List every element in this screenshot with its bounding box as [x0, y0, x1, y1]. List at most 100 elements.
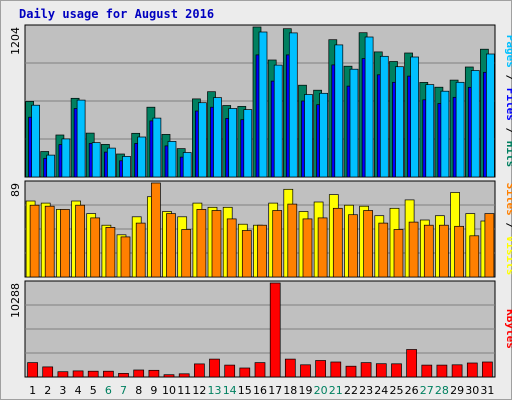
bar-kbytes-day-26: [406, 349, 417, 378]
bar-sites-day-17: [272, 210, 283, 278]
bar-kbytes-day-13: [209, 358, 220, 378]
bar-pages-day-8: [137, 136, 147, 178]
x-tick-label: 21: [329, 384, 343, 397]
panel-hits-bars: [25, 26, 495, 178]
bar-kbytes-day-17: [269, 282, 281, 378]
bar-sites-day-26: [408, 221, 419, 278]
x-tick-label: 6: [105, 384, 112, 397]
x-tick-label: 20: [314, 384, 328, 397]
x-tick-label: 17: [268, 384, 282, 397]
bar-pages-day-26: [410, 56, 419, 178]
bar-pages-day-29: [455, 81, 465, 178]
x-tick-label: 22: [344, 384, 358, 397]
bar-pages-day-4: [76, 99, 86, 178]
bar-kbytes-day-18: [284, 358, 296, 378]
x-tick-label: 11: [177, 384, 191, 397]
bar-kbytes-day-6: [103, 370, 114, 378]
x-tick-label: 16: [253, 384, 267, 397]
panel-kbytes-legend: KBytes: [504, 309, 512, 349]
x-tick-label: 30: [465, 384, 479, 397]
bar-sites-day-21: [332, 207, 343, 278]
bar-kbytes-day-3: [57, 371, 69, 378]
bar-kbytes-day-25: [391, 363, 402, 378]
panel-kbytes-ymax-label: 10288: [9, 283, 22, 318]
x-tick-label: 15: [238, 384, 252, 397]
bar-sites-day-12: [196, 209, 207, 278]
panel-hits: 1204 Pages / Files / Hits: [9, 24, 512, 178]
bar-kbytes-day-7: [118, 373, 129, 378]
x-tick-label: 4: [75, 384, 82, 397]
x-tick-label: 19: [299, 384, 313, 397]
bar-pages-day-21: [334, 44, 344, 178]
bar-kbytes-day-21: [330, 361, 342, 378]
bar-sites-day-25: [393, 229, 404, 278]
x-tick-label: 13: [208, 384, 222, 397]
bar-sites-day-19: [302, 218, 313, 278]
bar-sites-day-14: [226, 218, 237, 278]
x-tick-label: 29: [450, 384, 464, 397]
x-tick-label: 9: [150, 384, 157, 397]
bar-sites-day-20: [317, 217, 328, 278]
x-tick-label: 2: [44, 384, 51, 397]
bar-sites-day-13: [211, 210, 222, 278]
bar-sites-day-30: [469, 235, 480, 278]
bar-kbytes-day-14: [224, 364, 236, 378]
bar-pages-day-31: [486, 53, 495, 178]
bar-pages-day-17: [273, 64, 283, 178]
legend-entry: /: [504, 121, 512, 141]
bar-sites-day-7: [120, 236, 131, 278]
bar-pages-day-16: [258, 31, 268, 178]
bar-kbytes-day-15: [239, 367, 251, 378]
bar-pages-day-11: [182, 152, 192, 178]
panel-kbytes: 10288 KBytes: [9, 280, 512, 378]
x-tick-label: 27: [420, 384, 434, 397]
x-tick-label: 18: [283, 384, 297, 397]
bar-sites-day-18: [287, 203, 298, 278]
bar-pages-day-22: [349, 68, 359, 178]
bar-kbytes-day-16: [254, 362, 266, 378]
bar-kbytes-day-4: [72, 370, 84, 378]
bar-sites-day-15: [241, 230, 252, 278]
bar-pages-day-25: [395, 66, 404, 178]
legend-entry: Visits: [504, 236, 512, 276]
bar-pages-day-12: [198, 102, 207, 178]
panel-kbytes-bars: [27, 282, 493, 378]
x-axis-ticks: 1 2 3 4 5 6 7 8 9 10 11 12 13 14 15 16 17 18 19 20 21 22 23 24 2…: [29, 384, 494, 397]
x-tick-label: 24: [374, 384, 388, 397]
x-tick-label: 1: [29, 384, 36, 397]
bar-sites-day-4: [75, 204, 85, 278]
panel-visits: 89 Sites / Visits: [9, 180, 512, 278]
legend-entry: Pages: [504, 35, 512, 68]
bar-pages-day-18: [288, 32, 298, 178]
legend-entry: KBytes: [504, 309, 512, 349]
x-tick-label: 3: [59, 384, 66, 397]
bar-kbytes-day-2: [42, 366, 54, 378]
bar-kbytes-day-8: [133, 369, 145, 378]
bar-pages-day-6: [107, 147, 116, 178]
bar-kbytes-day-24: [375, 363, 387, 378]
bar-sites-day-2: [44, 205, 55, 278]
bar-sites-day-1: [29, 204, 40, 278]
bar-sites-day-28: [439, 224, 449, 278]
x-tick-label: 26: [405, 384, 419, 397]
panel-hits-legend: Pages / Files / Hits: [504, 35, 512, 168]
panel-visits-ymax-label: 89: [9, 183, 22, 197]
bar-kbytes-day-5: [87, 370, 99, 378]
bar-pages-day-24: [379, 55, 389, 178]
x-tick-label: 5: [90, 384, 97, 397]
bar-kbytes-day-10: [163, 374, 175, 378]
panel-visits-legend: Sites / Visits: [504, 183, 512, 276]
bar-sites-day-29: [454, 225, 464, 278]
x-tick-label: 28: [435, 384, 449, 397]
bar-pages-day-23: [364, 36, 374, 178]
chart-title: Daily usage for August 2016: [19, 7, 214, 21]
bar-pages-day-20: [319, 92, 328, 178]
x-tick-label: 14: [223, 384, 237, 397]
bar-pages-day-28: [440, 90, 450, 178]
legend-entry: Files: [504, 88, 512, 121]
chart-panels: 1204 Pages / Files / Hits 89 Sites / Visits…: [9, 24, 512, 378]
bar-sites-day-24: [378, 222, 389, 278]
bar-pages-day-30: [470, 70, 480, 178]
legend-entry: Sites: [504, 183, 512, 216]
